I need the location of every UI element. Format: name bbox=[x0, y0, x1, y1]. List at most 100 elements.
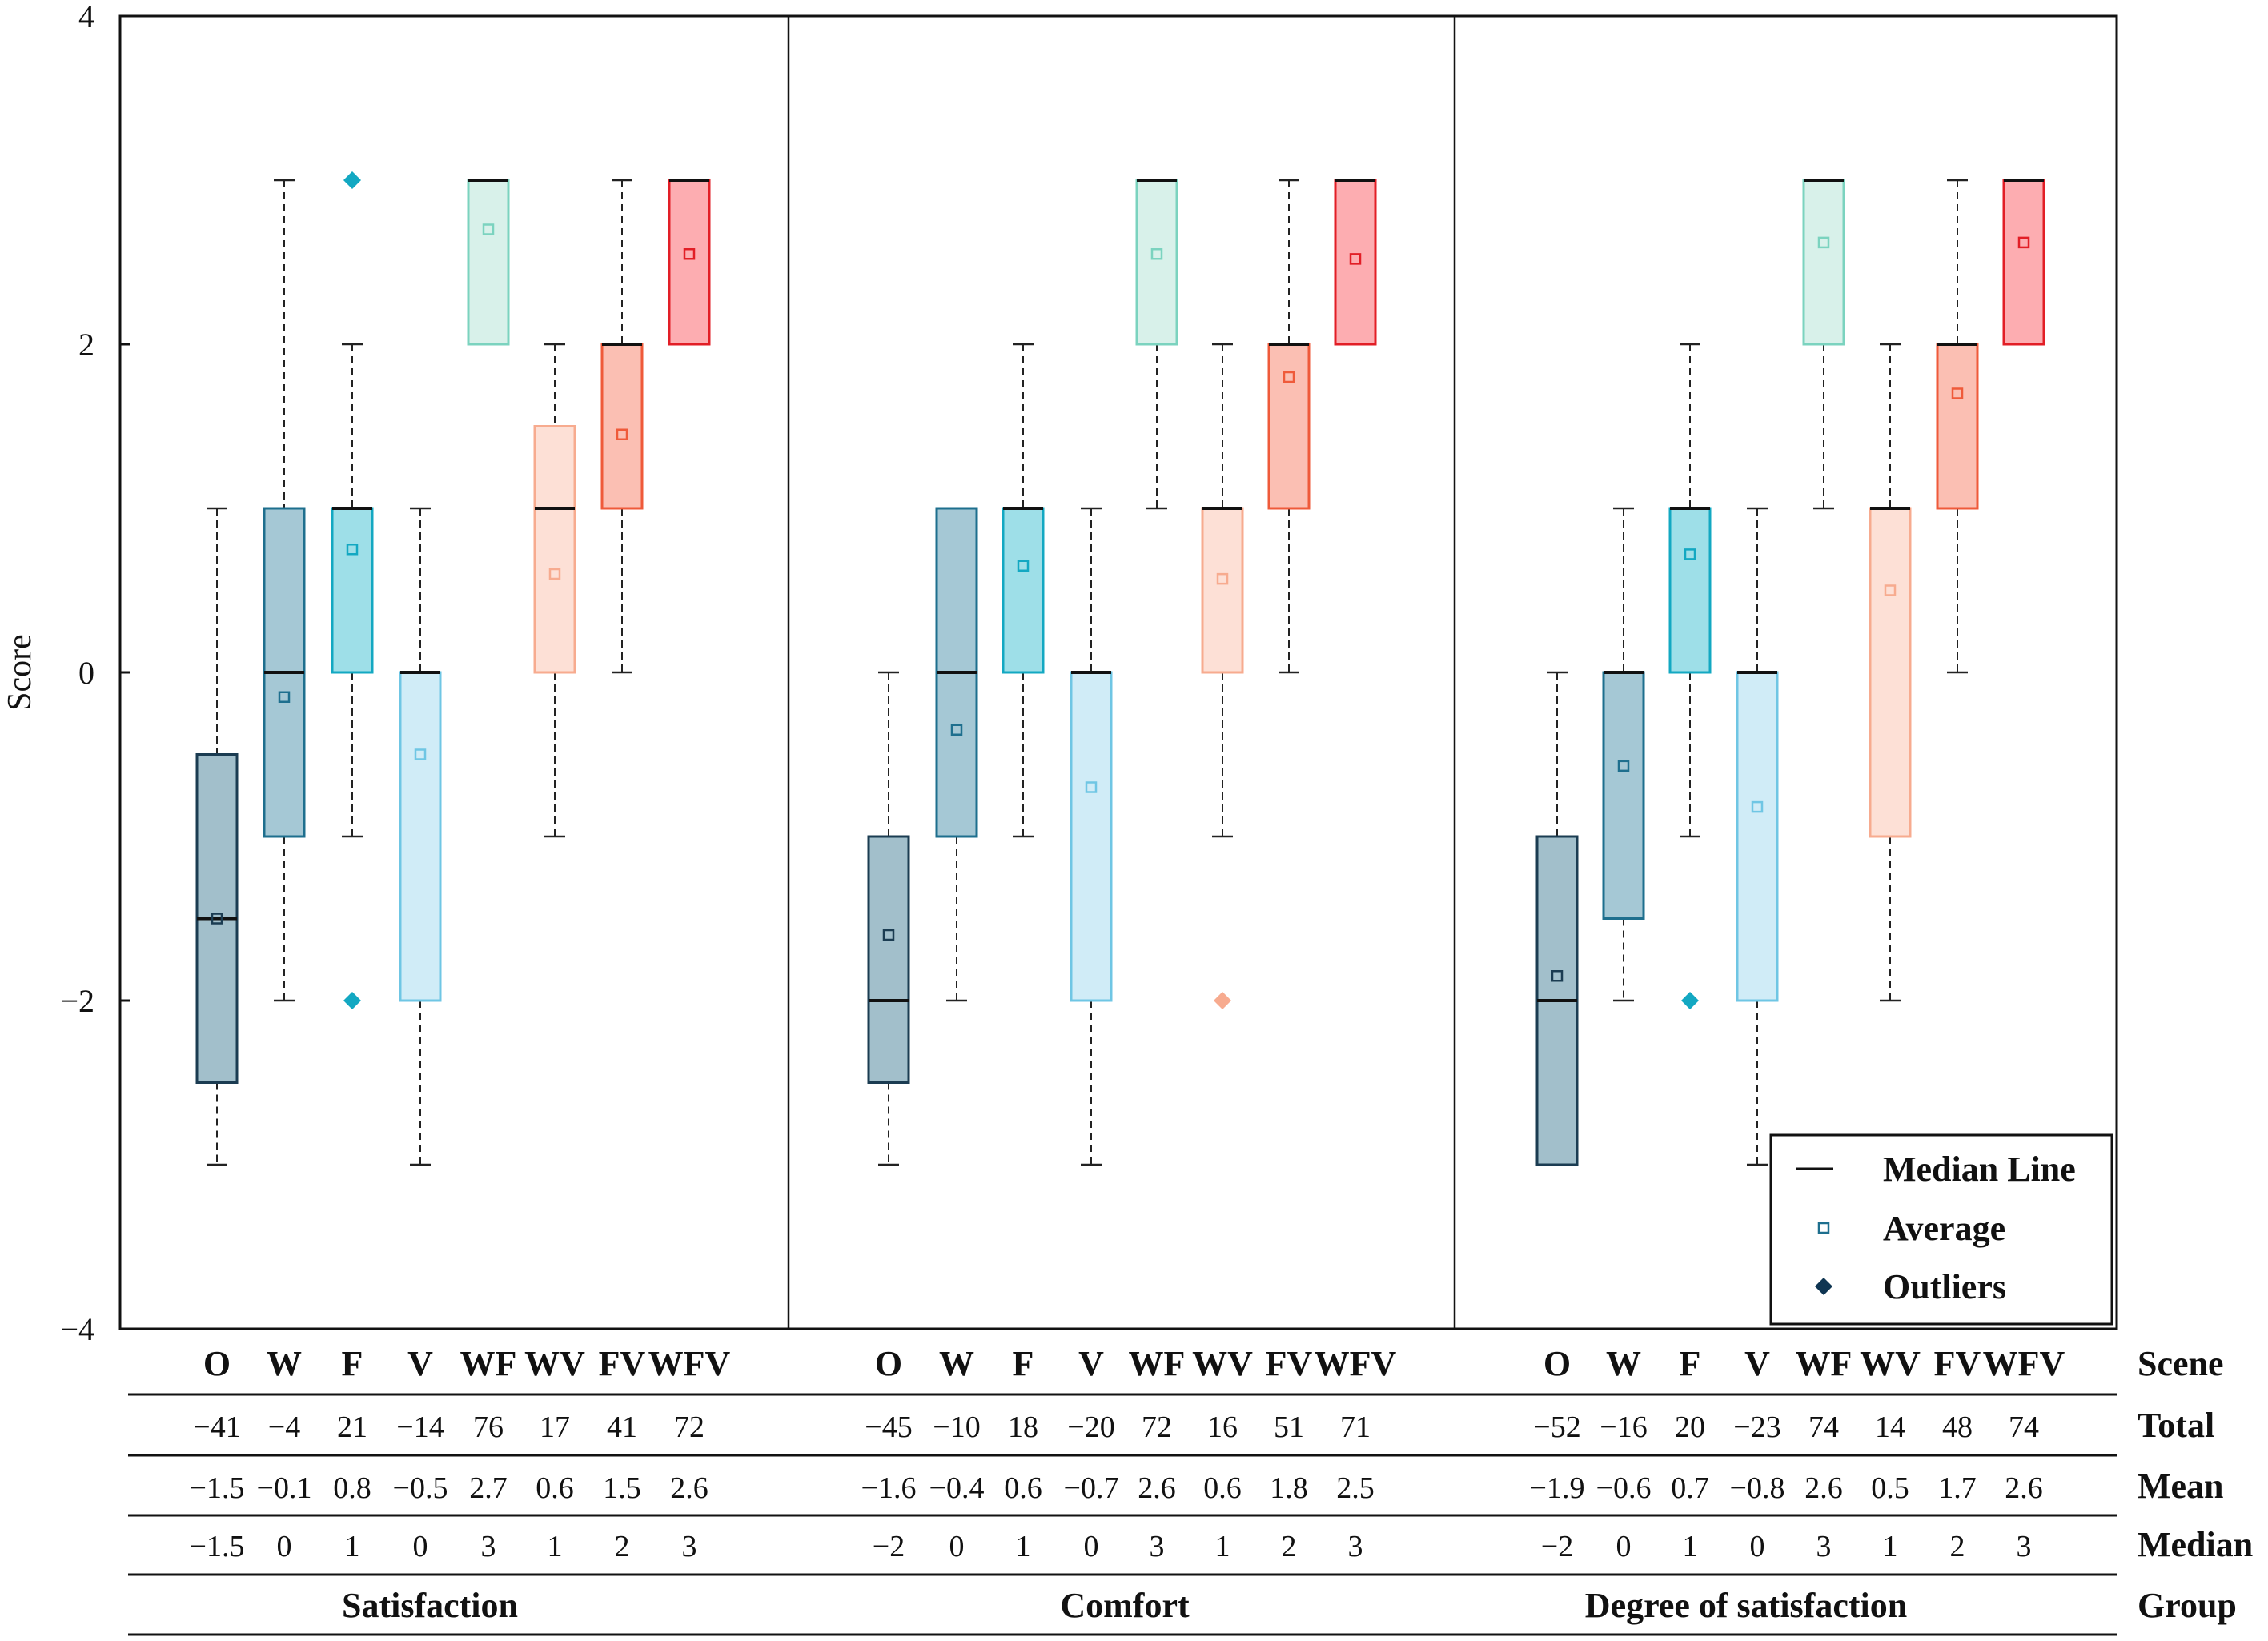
outlier-point bbox=[343, 992, 361, 1009]
total-value: 74 bbox=[1808, 1410, 1839, 1444]
box-iqr bbox=[1135, 179, 1178, 346]
mean-marker bbox=[1684, 548, 1696, 560]
row-title: Mean bbox=[2138, 1466, 2224, 1506]
box-degree-of-satisfaction-V bbox=[1736, 507, 1779, 1166]
median-value: −2 bbox=[873, 1530, 905, 1563]
y-axis-title: Score bbox=[2, 634, 38, 711]
legend: Median Line Average Outliers bbox=[1769, 1133, 2113, 1326]
y-tick-label: −4 bbox=[60, 1311, 94, 1347]
median-value: 0 bbox=[1616, 1530, 1632, 1563]
total-value: 14 bbox=[1875, 1410, 1905, 1444]
scene-label: FV bbox=[1266, 1344, 1313, 1383]
total-value: 41 bbox=[607, 1410, 637, 1444]
mean-value: −0.8 bbox=[1730, 1471, 1785, 1505]
box-satisfaction-WFV bbox=[668, 179, 711, 346]
mean-value: −0.6 bbox=[1596, 1471, 1652, 1505]
scene-label: WFV bbox=[1315, 1344, 1397, 1383]
median-value: 3 bbox=[1816, 1530, 1832, 1563]
mean-marker bbox=[1751, 800, 1764, 813]
median-value: 3 bbox=[1348, 1530, 1363, 1563]
box-degree-of-satisfaction-WFV bbox=[2002, 179, 2045, 346]
box-degree-of-satisfaction-F bbox=[1668, 343, 1712, 1009]
total-value: 17 bbox=[540, 1410, 570, 1444]
total-value: −14 bbox=[396, 1410, 444, 1444]
mean-value: 2.5 bbox=[1336, 1471, 1375, 1505]
mean-marker bbox=[1216, 572, 1229, 585]
total-value: 51 bbox=[1274, 1410, 1304, 1444]
row-title: Scene bbox=[2138, 1344, 2224, 1383]
mean-value: 0.5 bbox=[1871, 1471, 1909, 1505]
box-satisfaction-F bbox=[331, 171, 374, 1009]
mean-marker bbox=[1617, 760, 1630, 772]
scene-label: WV bbox=[1860, 1344, 1921, 1383]
scene-label: W bbox=[1606, 1344, 1641, 1383]
mean-value: 1.7 bbox=[1938, 1471, 1977, 1505]
mean-value: 1.5 bbox=[603, 1471, 641, 1505]
mean-value: 2.6 bbox=[2005, 1471, 2043, 1505]
median-value: 3 bbox=[2017, 1530, 2032, 1563]
box-iqr bbox=[2002, 179, 2045, 346]
mean-value: 0.6 bbox=[536, 1471, 574, 1505]
box-iqr bbox=[1869, 507, 1912, 838]
scene-label: O bbox=[875, 1344, 902, 1383]
box-iqr bbox=[1602, 671, 1645, 920]
median-value: 3 bbox=[481, 1530, 496, 1563]
box-degree-of-satisfaction-WF bbox=[1802, 179, 1845, 510]
y-tick-label: 0 bbox=[78, 655, 94, 691]
box-iqr bbox=[533, 425, 576, 674]
mean-marker bbox=[683, 248, 696, 260]
mean-marker bbox=[1150, 248, 1163, 260]
scene-label: F bbox=[1013, 1344, 1034, 1383]
mean-value: −0.5 bbox=[393, 1471, 448, 1505]
mean-marker bbox=[950, 724, 963, 736]
box-degree-of-satisfaction-WV bbox=[1869, 343, 1912, 1002]
box-iqr bbox=[867, 835, 910, 1084]
median-value: 2 bbox=[1282, 1530, 1297, 1563]
row-title: Median bbox=[2138, 1525, 2253, 1564]
scene-label: WFV bbox=[648, 1344, 731, 1383]
scene-label: WFV bbox=[1983, 1344, 2065, 1383]
box-comfort-WV bbox=[1201, 343, 1244, 1009]
box-iqr bbox=[1267, 343, 1311, 510]
total-value: −16 bbox=[1600, 1410, 1647, 1444]
median-value: 1 bbox=[1215, 1530, 1230, 1563]
total-value: 18 bbox=[1008, 1410, 1038, 1444]
y-tick-label: −2 bbox=[60, 983, 94, 1019]
box-comfort-F bbox=[1002, 343, 1045, 838]
box-iqr bbox=[1736, 671, 1779, 1002]
total-value: 20 bbox=[1675, 1410, 1705, 1444]
box-iqr bbox=[1070, 671, 1113, 1002]
box-iqr bbox=[1936, 343, 1979, 510]
median-value: 0 bbox=[1084, 1530, 1099, 1563]
mean-marker bbox=[616, 428, 628, 440]
box-iqr bbox=[399, 671, 442, 1002]
median-value: 1 bbox=[1016, 1530, 1031, 1563]
legend-median-line-label: Median Line bbox=[1883, 1150, 2076, 1189]
box-satisfaction-O bbox=[195, 507, 239, 1166]
total-value: −23 bbox=[1733, 1410, 1780, 1444]
box-satisfaction-W bbox=[263, 179, 306, 1002]
box-iqr bbox=[1668, 507, 1712, 674]
total-value: −41 bbox=[193, 1410, 240, 1444]
legend-average-label: Average bbox=[1883, 1209, 2005, 1248]
box-comfort-O bbox=[867, 671, 910, 1166]
outlier-point bbox=[1681, 992, 1699, 1009]
mean-value: 2.7 bbox=[469, 1471, 508, 1505]
total-value: −20 bbox=[1067, 1410, 1114, 1444]
total-value: 72 bbox=[1142, 1410, 1172, 1444]
box-satisfaction-FV bbox=[600, 179, 644, 674]
box-satisfaction-V bbox=[399, 507, 442, 1166]
box-comfort-FV bbox=[1267, 179, 1311, 674]
mean-marker bbox=[1085, 781, 1098, 793]
scene-label: FV bbox=[1934, 1344, 1981, 1383]
mean-value: 2.6 bbox=[1804, 1471, 1843, 1505]
total-value: −4 bbox=[268, 1410, 300, 1444]
mean-value: 1.8 bbox=[1270, 1471, 1308, 1505]
median-value: 0 bbox=[949, 1530, 965, 1563]
median-value: 1 bbox=[1683, 1530, 1698, 1563]
box-satisfaction-WV bbox=[533, 343, 576, 838]
scene-label: W bbox=[939, 1344, 974, 1383]
row-title: Total bbox=[2138, 1406, 2214, 1445]
total-value: 76 bbox=[473, 1410, 504, 1444]
